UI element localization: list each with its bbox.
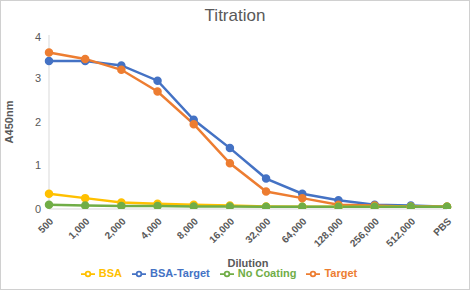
- svg-text:512,000: 512,000: [384, 215, 418, 249]
- svg-text:1: 1: [35, 159, 41, 171]
- svg-text:4,000: 4,000: [139, 215, 165, 241]
- svg-text:3: 3: [35, 72, 41, 84]
- svg-text:2,000: 2,000: [102, 215, 128, 241]
- svg-text:64,000: 64,000: [279, 215, 309, 245]
- svg-text:16,000: 16,000: [207, 215, 237, 245]
- svg-text:PBS: PBS: [431, 215, 454, 238]
- svg-text:128,000: 128,000: [312, 215, 346, 249]
- html-text:BSA-Target: BSA-Target: [150, 267, 210, 279]
- svg-text:0: 0: [35, 203, 41, 215]
- svg-text:8,000: 8,000: [175, 215, 201, 241]
- svg-text:500: 500: [36, 215, 56, 235]
- svg-text:1,000: 1,000: [66, 215, 92, 241]
- html-text:BSA: BSA: [98, 267, 122, 279]
- svg-text:4: 4: [35, 31, 41, 43]
- svg-text:32,000: 32,000: [243, 215, 273, 245]
- svg-text:256,000: 256,000: [348, 215, 382, 249]
- svg-text:Dilution: Dilution: [228, 257, 269, 269]
- html-text:No Coating: No Coating: [237, 267, 297, 279]
- svg-text:2: 2: [35, 116, 41, 128]
- html-text:Titration: Titration: [204, 6, 266, 25]
- svg-text:A450nm: A450nm: [8, 100, 15, 143]
- html-text:Target: Target: [324, 267, 358, 279]
